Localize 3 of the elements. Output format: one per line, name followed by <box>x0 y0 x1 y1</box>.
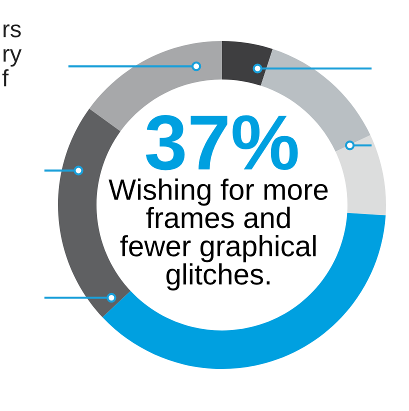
text: Wishing for more frames and fewer graphical glitches. <box>108 178 328 290</box>
text: rs ry f <box>2 24 22 86</box>
text: 37% <box>146 115 298 170</box>
